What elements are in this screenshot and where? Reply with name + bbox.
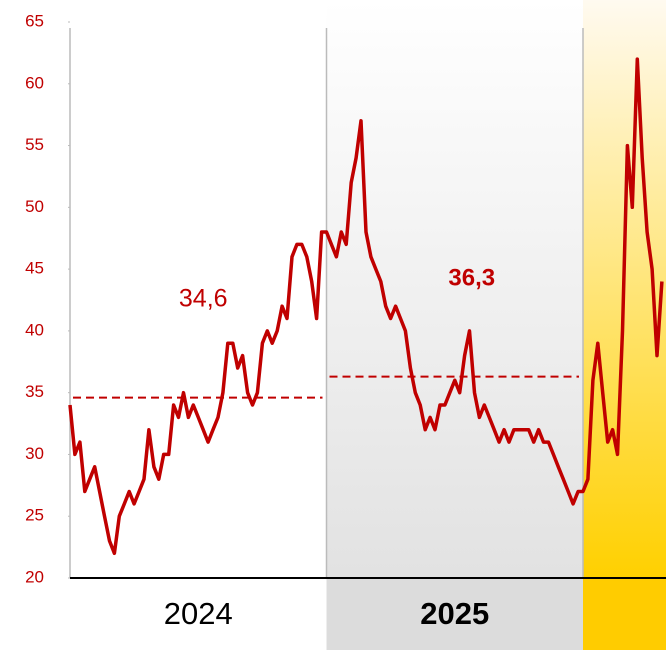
average-label: 36,3	[448, 264, 495, 291]
period-strip	[70, 578, 327, 650]
y-tick-label: 50	[25, 197, 44, 216]
y-tick-label: 35	[25, 382, 44, 401]
period-background	[326, 0, 583, 578]
average-label: 34,6	[179, 285, 228, 313]
period-strip	[583, 578, 666, 650]
period-strip	[326, 578, 583, 650]
period-label: 2024	[164, 596, 233, 631]
y-tick-label: 30	[25, 444, 44, 463]
price-line	[68, 57, 664, 556]
y-tick-label: 55	[25, 135, 44, 154]
y-tick-label: 65	[25, 11, 44, 30]
y-tick-label: 25	[25, 506, 44, 525]
y-tick-label: 40	[25, 320, 44, 339]
y-tick-label: 60	[25, 73, 44, 92]
period-label: 2025	[420, 596, 489, 631]
y-tick-label: 20	[25, 567, 44, 586]
y-tick-label: 45	[25, 259, 44, 278]
period-background	[70, 0, 327, 578]
